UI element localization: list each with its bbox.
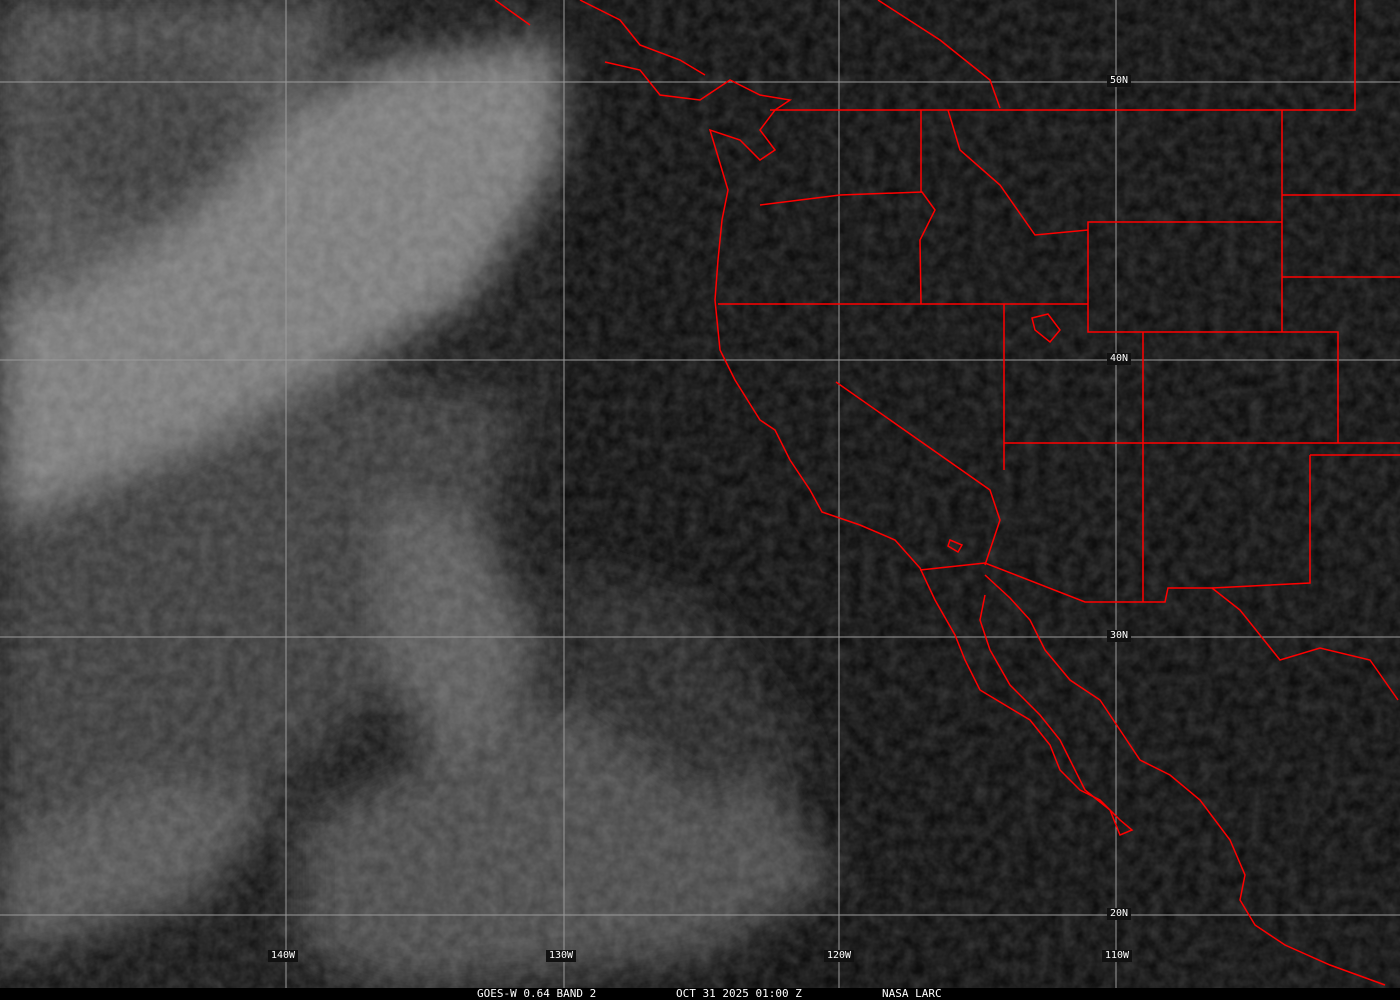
salton-sea [947,538,964,554]
lon-label-130w: 130W [546,950,577,962]
us-mexico-border [919,562,1399,701]
lat-label-40n: 40N [1107,353,1132,365]
lon-label-120w: 120W [824,950,855,962]
pacific-coastline [604,61,1134,836]
utah-colorado-borders [1087,110,1400,602]
arizona-utah-border [1004,442,1400,589]
canada-us-border [770,0,1356,111]
idaho-montana-border [947,109,1089,236]
lat-label-20n: 20N [1107,908,1132,920]
washington-oregon-border [759,110,936,305]
great-salt-lake [1031,313,1061,344]
bc-coast [494,0,706,76]
caption-band: GOES-W 0.64 BAND 2 [477,987,597,1000]
mainland-mexico-coast [984,574,1386,986]
lat-label-30n: 30N [1107,630,1132,642]
political-boundaries [494,0,1400,986]
montana-top [877,0,1001,109]
caption-datetime: OCT 31 2025 01:00 Z [676,987,802,1000]
image-caption: GOES-W 0.64 BAND 2 OCT 31 2025 01:00 Z N… [0,988,1400,1000]
caption-source: NASA LARC [882,987,942,1000]
lon-label-140w: 140W [268,950,299,962]
lat-label-50n: 50N [1107,75,1132,87]
lon-label-110w: 110W [1102,950,1133,962]
